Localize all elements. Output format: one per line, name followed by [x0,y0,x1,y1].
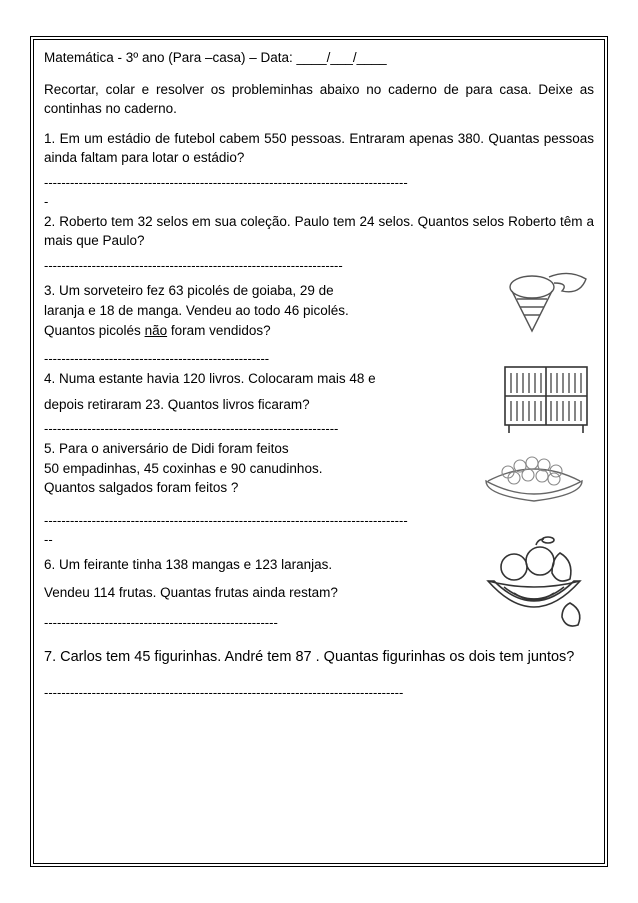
bookshelf-icon [499,363,594,435]
icecream-icon [484,269,594,349]
q3-l3a: Quantos picolés [44,323,145,338]
q7-text: 7. Carlos tem 45 figurinhas. André tem 8… [44,647,594,668]
q5-dashes: ----------------------------------------… [44,512,594,531]
worksheet-frame: Matemática - 3º ano (Para –casa) – Data:… [30,36,608,867]
q3-l3b: foram vendidos? [167,323,271,338]
q7-dashes: ----------------------------------------… [44,684,594,703]
q7-body: . Carlos tem 45 figurinhas. André tem 87… [52,649,574,665]
header-line: Matemática - 3º ano (Para –casa) – Data:… [44,48,594,68]
q1-dashes-tail: - [44,193,594,212]
q1-text: 1. Em um estádio de futebol cabem 550 pe… [44,129,594,168]
fruit-bowl-icon [474,533,594,633]
q2-text: 2. Roberto tem 32 selos em sua coleção. … [44,212,594,251]
q4-block: 4. Numa estante havia 120 livros. Coloca… [44,369,594,414]
q3-block: 3. Um sorveteiro fez 63 picolés de goiab… [44,281,594,340]
snack-basket-icon [474,435,594,513]
q4-l1: 4. Numa estante havia 120 livros. Coloca… [44,369,464,389]
q7-number: 7 [44,649,52,665]
q5-block: 5. Para o aniversário de Didi foram feit… [44,439,594,498]
q6-block: 6. Um feirante tinha 138 mangas e 123 la… [44,555,594,602]
instructions: Recortar, colar e resolver os probleminh… [44,80,594,119]
q1-dashes: ----------------------------------------… [44,174,594,193]
page: Matemática - 3º ano (Para –casa) – Data:… [0,0,638,903]
q3-l3-underline: não [145,323,168,338]
